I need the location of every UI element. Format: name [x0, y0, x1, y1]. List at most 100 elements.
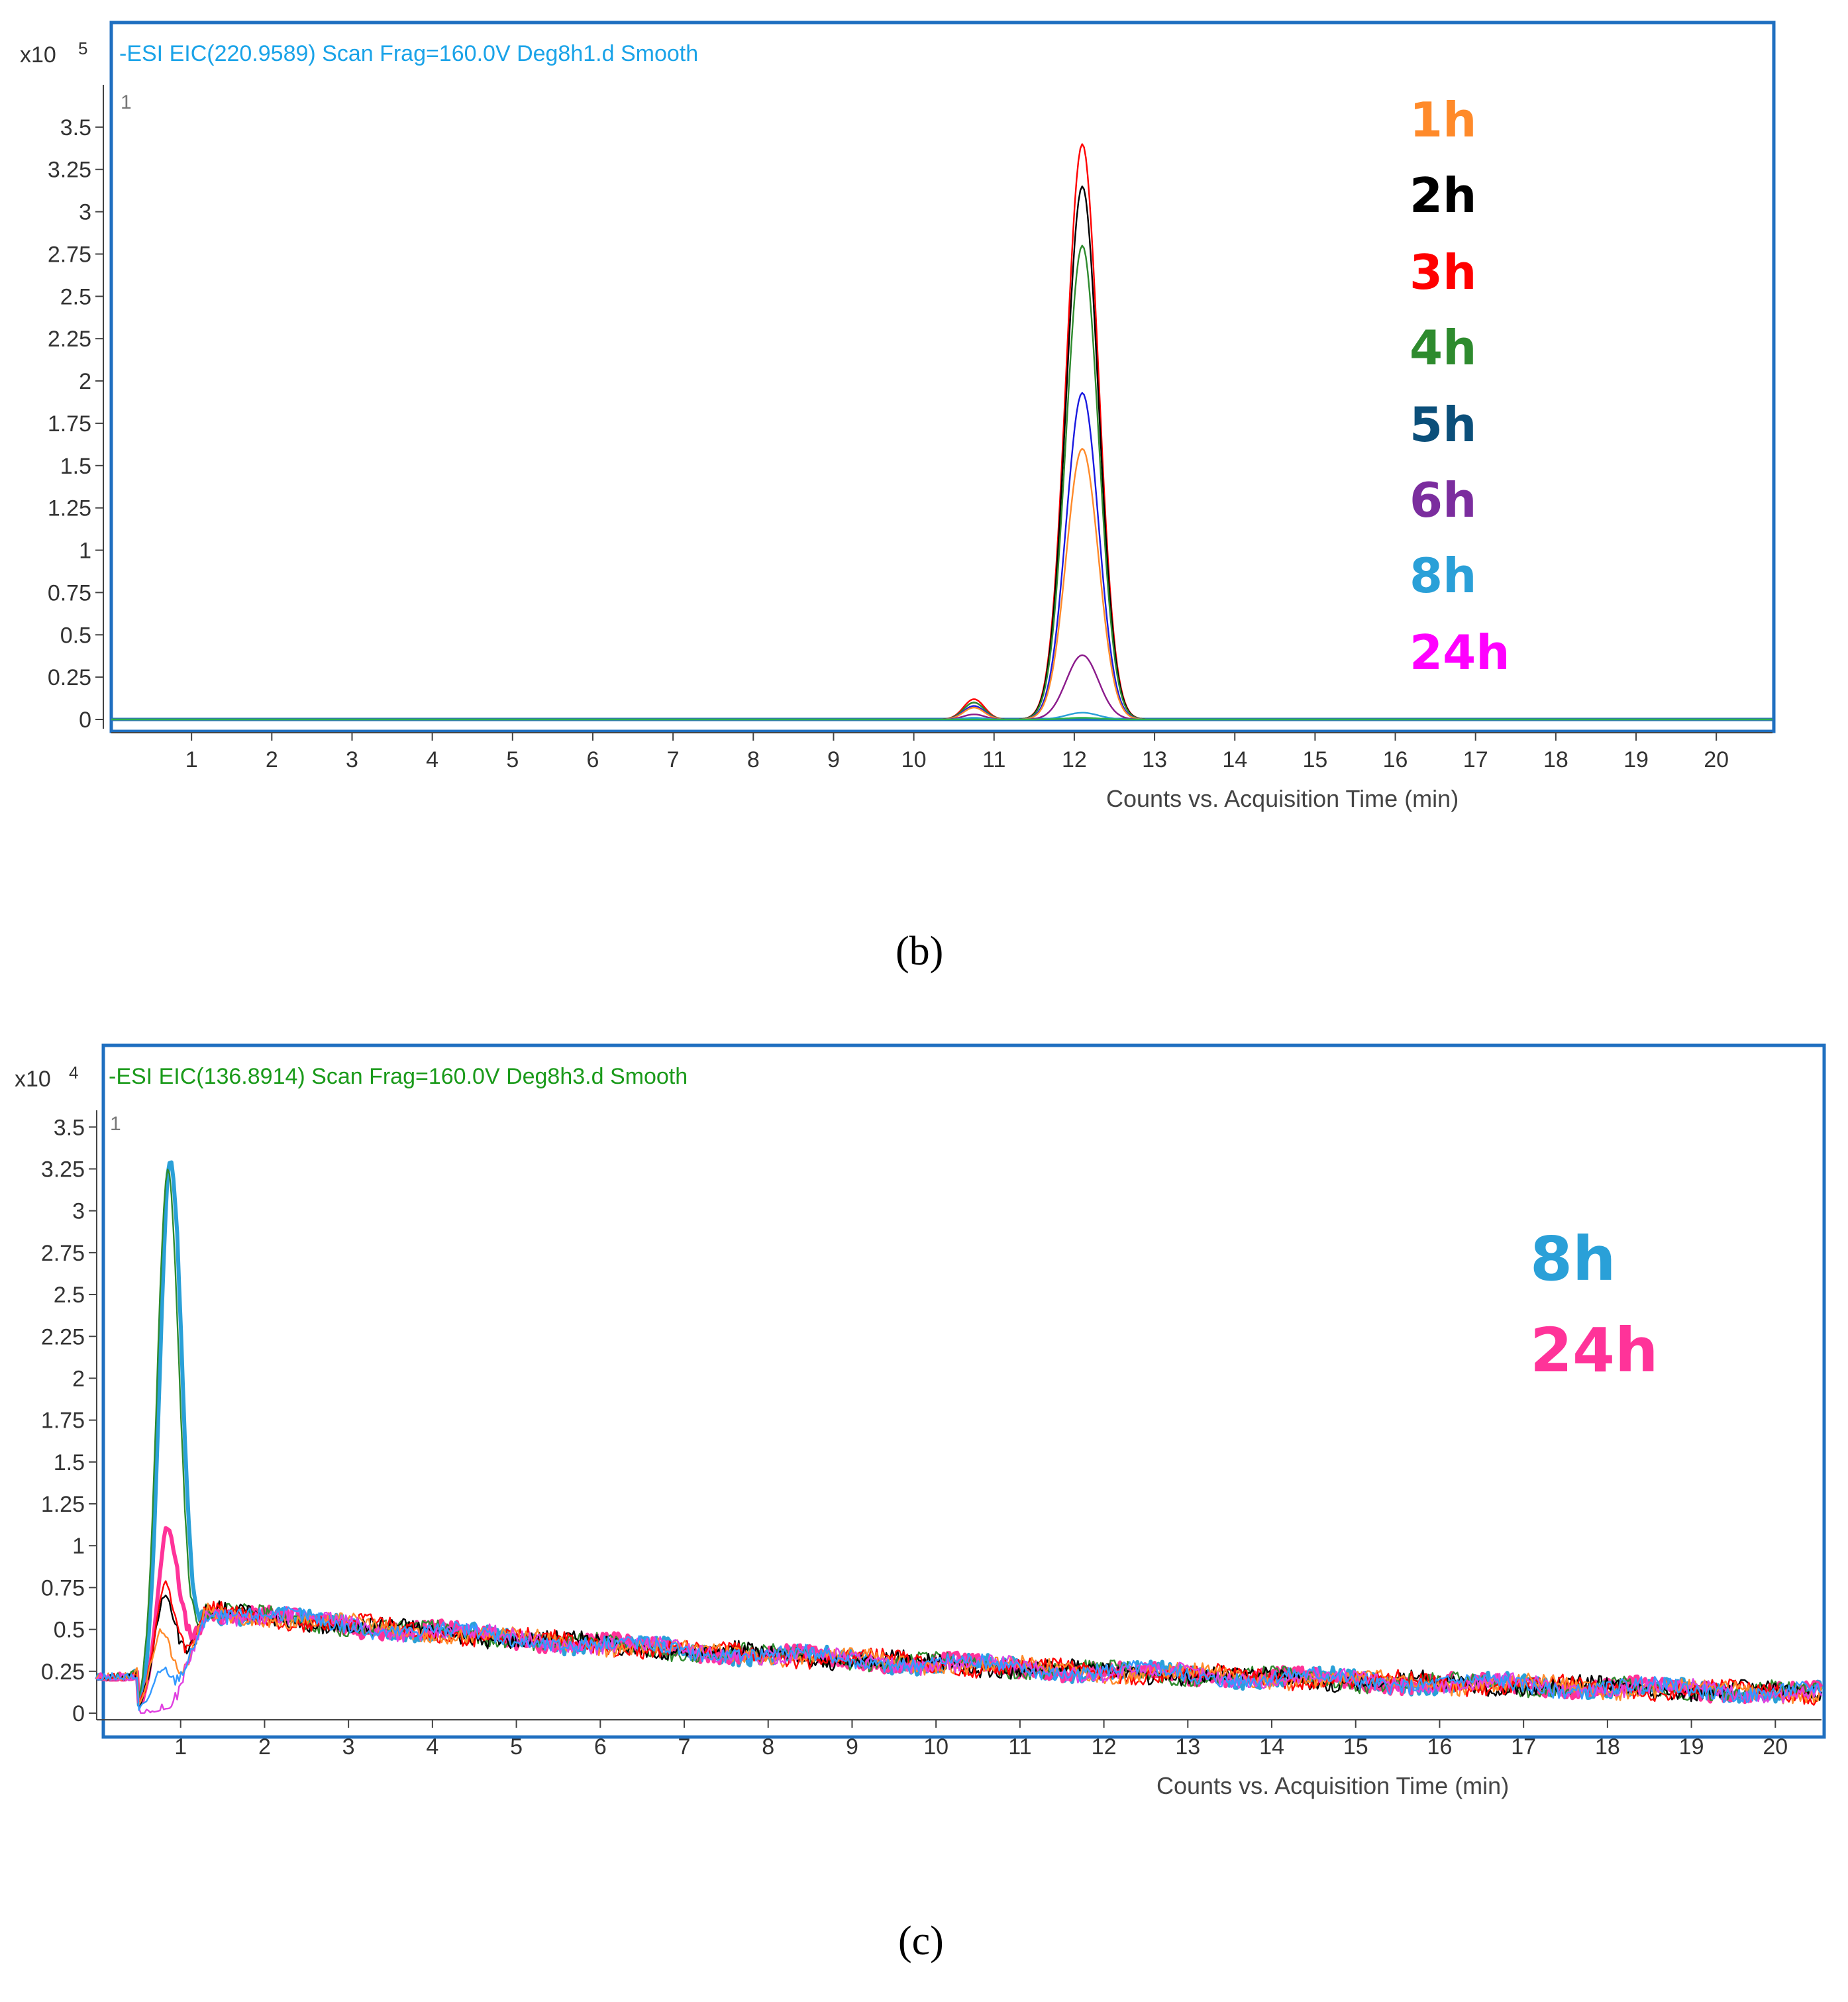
y-tick-label: 0.75 — [48, 580, 91, 606]
x-tick-label: 12 — [1062, 747, 1087, 772]
legend-item-8h: 8h — [1410, 548, 1476, 604]
chart-panel-c: x10 4 -ESI EIC(136.8914) Scan Frag=160.0… — [15, 1043, 1826, 1964]
y-tick-label: 1.5 — [54, 1450, 85, 1475]
plot-frame — [109, 21, 1776, 733]
x-tick-label: 11 — [1008, 1734, 1031, 1760]
x-tick-label: 10 — [923, 1734, 949, 1760]
y-exponent-label: x10 — [20, 42, 56, 68]
panel-caption-b: (b) — [896, 929, 943, 974]
y-exponent-value: 5 — [78, 38, 87, 58]
series-line-4h — [111, 244, 1772, 721]
plot-frame — [101, 1043, 1826, 1739]
x-tick-label: 7 — [678, 1734, 691, 1760]
x-tick-label: 11 — [982, 747, 1005, 772]
legend: 1h 2h 3h 4h 5h 6h 8h 24h — [1410, 92, 1510, 680]
x-tick-label: 15 — [1302, 747, 1327, 772]
legend-item-5h: 5h — [1410, 397, 1476, 452]
x-tick-label: 17 — [1511, 1734, 1536, 1760]
x-tick-label: 4 — [426, 747, 438, 772]
x-tick-label: 5 — [506, 747, 519, 772]
y-tick-label: 0.75 — [41, 1575, 85, 1601]
x-tick-label: 20 — [1704, 747, 1729, 772]
x-tick-label: 14 — [1222, 747, 1247, 772]
x-tick-label: 5 — [510, 1734, 523, 1760]
x-tick-label: 6 — [594, 1734, 607, 1760]
legend-item-4h: 4h — [1410, 320, 1476, 376]
x-tick-label: 3 — [346, 747, 358, 772]
x-tick-label: 9 — [827, 747, 840, 772]
series-line-blue — [97, 1605, 1822, 1711]
x-tick-label: 15 — [1343, 1734, 1368, 1760]
y-tick-label: 2.25 — [48, 327, 91, 352]
y-tick-label: 1.25 — [41, 1492, 85, 1517]
y-tick-label: 2 — [79, 369, 91, 394]
legend-item-24h: 24h — [1530, 1315, 1659, 1386]
series-line-2h — [111, 185, 1772, 721]
plot-index: 1 — [110, 1113, 121, 1135]
y-ticks: 0 0.25 0.5 0.75 1 1.25 1.5 1.75 2 2.25 2.5 2.75 3 3.2… — [41, 1115, 97, 1726]
x-ticks: 1 2 3 4 5 6 7 8 9 10 11 12 13 14 15 16 17 18 19 20 — [174, 1720, 1788, 1760]
y-tick-label: 2.5 — [54, 1283, 85, 1308]
chart-title: -ESI EIC(220.9589) Scan Frag=160.0V Deg8… — [119, 41, 698, 66]
y-tick-label: 2.75 — [48, 242, 91, 267]
y-exponent-label: x10 — [15, 1067, 51, 1092]
y-tick-label: 1.75 — [48, 411, 91, 437]
y-tick-label: 3.5 — [60, 115, 91, 140]
y-tick-label: 0.25 — [48, 665, 91, 690]
y-tick-label: 3 — [79, 200, 91, 225]
series-line-24h — [111, 717, 1772, 721]
chromatogram-traces — [111, 143, 1772, 721]
y-tick-label: 2 — [72, 1366, 85, 1391]
y-tick-label: 2.5 — [60, 284, 91, 309]
chromatogram-traces — [95, 1160, 1823, 1714]
y-tick-label: 1 — [79, 539, 91, 564]
x-tick-label: 20 — [1763, 1734, 1788, 1760]
x-tick-label: 8 — [747, 747, 760, 772]
x-axis-label: Counts vs. Acquisition Time (min) — [1156, 1772, 1509, 1799]
x-tick-label: 12 — [1092, 1734, 1117, 1760]
y-tick-label: 3.25 — [48, 158, 91, 183]
chart-panel-b: x10 5 -ESI EIC(220.9589) Scan Frag=160.0… — [20, 21, 1776, 974]
legend-item-6h: 6h — [1410, 472, 1476, 528]
series-line-6h — [111, 654, 1772, 721]
legend-item-3h: 3h — [1410, 244, 1476, 300]
y-tick-label: 2.75 — [41, 1241, 85, 1266]
x-tick-label: 16 — [1383, 747, 1408, 772]
y-tick-label: 0 — [79, 708, 91, 733]
y-tick-label: 0.25 — [41, 1660, 85, 1685]
x-tick-label: 9 — [846, 1734, 858, 1760]
chart-title: -ESI EIC(136.8914) Scan Frag=160.0V Deg8… — [109, 1064, 688, 1089]
series-line-3h — [111, 143, 1772, 721]
x-ticks: 1 2 3 4 5 6 7 8 9 10 11 12 13 14 15 16 17 18 19 20 — [185, 733, 1729, 772]
x-tick-label: 1 — [185, 747, 198, 772]
y-tick-label: 3.25 — [41, 1157, 85, 1182]
x-tick-label: 2 — [258, 1734, 271, 1760]
y-tick-label: 3 — [72, 1199, 85, 1224]
y-tick-label: 1 — [72, 1534, 85, 1559]
x-tick-label: 13 — [1142, 747, 1167, 772]
x-tick-label: 3 — [342, 1734, 355, 1760]
y-tick-label: 1.75 — [41, 1408, 85, 1434]
legend-item-1h: 1h — [1410, 92, 1476, 148]
x-tick-label: 8 — [762, 1734, 774, 1760]
x-tick-label: 19 — [1679, 1734, 1704, 1760]
x-tick-label: 14 — [1259, 1734, 1284, 1760]
x-tick-label: 17 — [1463, 747, 1488, 772]
y-tick-label: 0.5 — [54, 1618, 85, 1643]
y-exponent-value: 4 — [69, 1063, 78, 1082]
legend-item-2h: 2h — [1410, 168, 1476, 223]
y-tick-label: 0.5 — [60, 623, 91, 648]
x-tick-label: 18 — [1595, 1734, 1620, 1760]
x-tick-label: 19 — [1623, 747, 1649, 772]
x-tick-label: 10 — [901, 747, 927, 772]
y-tick-label: 3.5 — [54, 1115, 85, 1140]
y-tick-label: 2.25 — [41, 1324, 85, 1349]
x-tick-label: 1 — [174, 1734, 187, 1760]
x-tick-label: 18 — [1543, 747, 1568, 772]
x-tick-label: 13 — [1175, 1734, 1200, 1760]
y-tick-label: 1.25 — [48, 496, 91, 521]
legend-item-8h: 8h — [1530, 1224, 1616, 1294]
legend: 8h 24h — [1530, 1224, 1659, 1386]
y-tick-label: 1.5 — [60, 454, 91, 479]
